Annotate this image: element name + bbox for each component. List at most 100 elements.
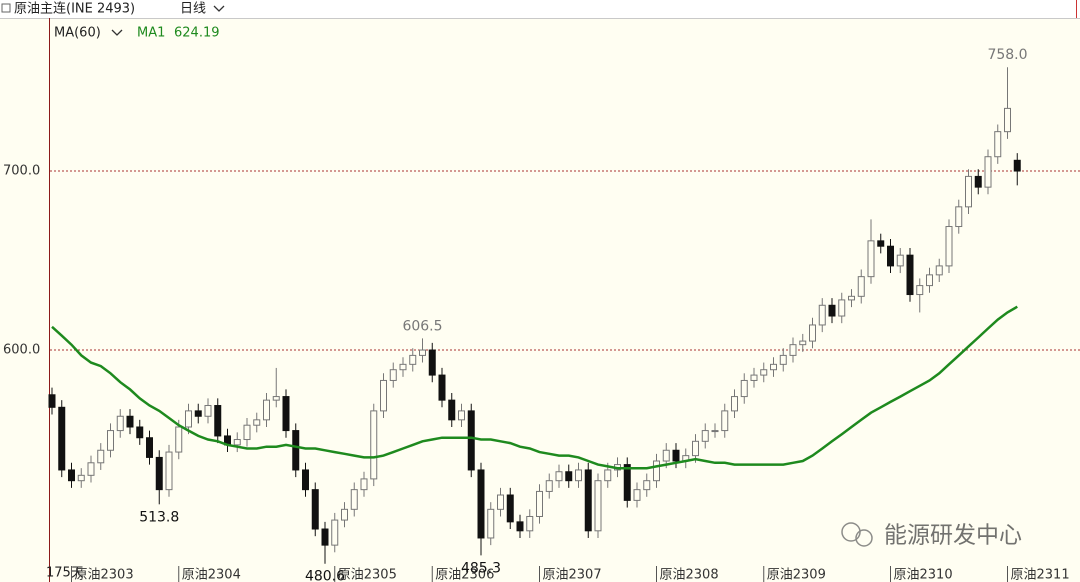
bar-count: 175天 (46, 566, 84, 581)
candle-body (175, 426, 183, 453)
candle-body (721, 410, 729, 432)
x-tick-label: 原油2304 (182, 568, 241, 582)
candle-body (536, 490, 543, 517)
ma-legend-value: 624.19 (174, 26, 220, 41)
candle-body (467, 410, 475, 471)
candle-body (867, 240, 875, 278)
candle-body (1013, 159, 1021, 172)
candle-body (984, 156, 992, 188)
x-tick-label: 原油2305 (338, 568, 397, 582)
candle-body (887, 245, 894, 267)
candle-body (965, 175, 972, 208)
candle-body (653, 460, 660, 482)
candle-body (58, 406, 66, 471)
candle-body (672, 449, 680, 462)
ma-legend-name: MA1 (137, 26, 165, 41)
candle-body (126, 415, 134, 428)
candle-body (233, 439, 241, 446)
candle-body (604, 469, 612, 482)
candle-body (341, 508, 348, 521)
candle-body (584, 469, 592, 532)
candle-body (419, 349, 426, 356)
extreme-label: 480.6 (305, 569, 345, 582)
candle-body (97, 449, 105, 464)
x-tick-label: 原油2307 (543, 568, 602, 582)
candle-body (438, 374, 446, 401)
candle-body (116, 415, 124, 432)
indicator-selector[interactable]: MA(60) (54, 26, 101, 41)
x-tick-label: 原油2308 (660, 568, 719, 582)
title-bar (0, 0, 1080, 18)
candle-body (692, 440, 699, 457)
candle-body (575, 469, 582, 482)
candle-body (711, 430, 719, 433)
watermark-text: 能源研发中心 (884, 523, 1022, 549)
candle-body (448, 399, 456, 421)
candle-body (750, 374, 758, 381)
candle-body (487, 508, 495, 539)
candle-body (87, 462, 95, 476)
candle-body (263, 399, 270, 421)
candle-body (994, 131, 1002, 158)
candle-body (916, 285, 924, 296)
candle-body (380, 379, 387, 412)
ma-line (51, 305, 1018, 470)
candle-body (194, 410, 202, 417)
x-tick-label: 原油2310 (894, 568, 953, 582)
candle-body (399, 363, 407, 371)
candle-body (331, 519, 339, 546)
candle-body (185, 410, 192, 428)
candle-body (370, 410, 378, 480)
candle-body (896, 254, 904, 267)
candle-body (974, 175, 982, 188)
watermark-icon (841, 522, 861, 542)
candle-body (107, 430, 114, 451)
candle-body (389, 369, 397, 381)
candle-body (701, 430, 709, 442)
candle-body (770, 363, 777, 371)
period-chevron[interactable] (213, 5, 225, 12)
candle-body (292, 430, 300, 471)
candle-body (360, 478, 368, 491)
candle-body (935, 265, 943, 276)
candle-body (877, 240, 885, 247)
candle-body (799, 340, 807, 346)
candle-body (1004, 107, 1011, 133)
period-selector[interactable]: 日线 (180, 2, 206, 17)
candle-body (760, 369, 768, 376)
candle-body (633, 489, 641, 501)
candle-body (477, 469, 485, 539)
candle-body (848, 295, 855, 301)
x-tick-label: 原油2306 (435, 568, 494, 582)
x-tick-label: 原油2309 (767, 568, 826, 582)
candle-body (555, 471, 563, 482)
candle-body (838, 299, 846, 317)
candle-body (428, 349, 436, 376)
y-tick-label: 600.0 (3, 343, 40, 358)
candle-body (165, 451, 173, 491)
candle-body (828, 304, 836, 317)
chart-title: 原油主连(INE 2493) (14, 1, 135, 17)
candle-body (253, 419, 261, 426)
extreme-label: 758.0 (987, 47, 1027, 63)
candle-body (409, 354, 417, 365)
candle-body (48, 394, 56, 408)
candle-body (146, 437, 153, 458)
candle-body (955, 206, 963, 228)
candle-body (857, 276, 865, 297)
extreme-label: 513.8 (139, 509, 179, 525)
indicator-chevron[interactable] (111, 29, 123, 36)
candle-body (68, 469, 75, 482)
candle-body (516, 521, 524, 532)
candle-body (789, 344, 797, 356)
candle-body (643, 480, 651, 491)
candle-body (204, 405, 212, 417)
x-tick-label: 原油2311 (1011, 568, 1070, 582)
candle-body (526, 515, 534, 532)
candle-body (594, 480, 602, 532)
candle-body (906, 254, 914, 296)
watermark-icon (855, 529, 873, 547)
candle-body (497, 494, 504, 510)
candle-body (779, 354, 787, 365)
